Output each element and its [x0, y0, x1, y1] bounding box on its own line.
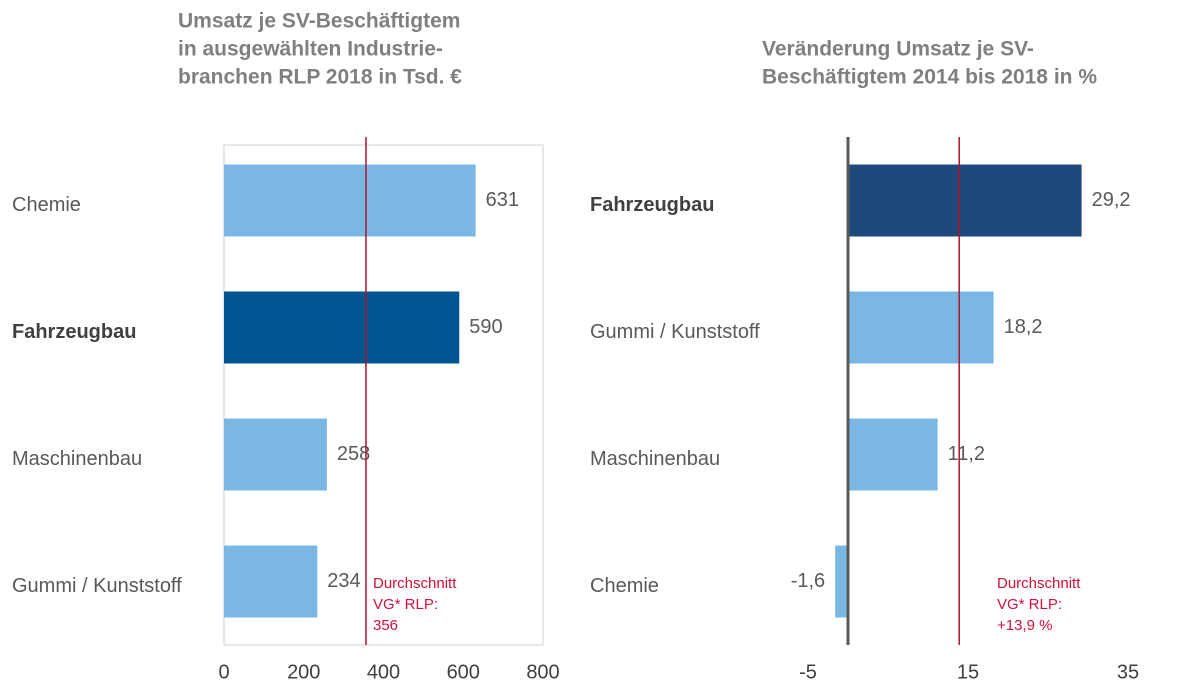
x-tick-label: 600	[447, 661, 480, 683]
bar	[224, 545, 318, 618]
bar	[848, 291, 994, 364]
bar	[835, 545, 848, 618]
value-label: 11,2	[948, 443, 985, 465]
value-label: 258	[337, 443, 370, 465]
category-label: Maschinenbau	[12, 448, 142, 470]
plot-frame	[223, 144, 544, 646]
value-label: 234	[327, 570, 360, 592]
reference-label: +13,9 %	[997, 617, 1052, 634]
x-tick-label: 200	[287, 661, 320, 683]
value-label: 29,2	[1092, 189, 1131, 211]
reference-label: Durchschnitt	[373, 575, 457, 592]
category-label: Fahrzeugbau	[590, 194, 714, 216]
bar	[224, 164, 476, 237]
bar	[224, 291, 460, 364]
value-label: 631	[486, 189, 519, 211]
x-tick-label: 400	[367, 661, 400, 683]
bar	[224, 418, 327, 491]
category-label: Maschinenbau	[590, 448, 720, 470]
reference-label: 356	[373, 617, 398, 634]
chart-title: Umsatz je SV-Beschäftigtem	[178, 10, 460, 33]
chart-title: branchen RLP 2018 in Tsd. €	[178, 66, 462, 89]
value-label: 590	[469, 316, 502, 338]
reference-label: VG* RLP:	[997, 596, 1062, 613]
chart-title: Beschäftigtem 2014 bis 2018 in %	[762, 66, 1097, 89]
bar	[848, 164, 1082, 237]
x-tick-label: 800	[526, 661, 559, 683]
x-tick-label: 15	[957, 661, 979, 683]
reference-label: VG* RLP:	[373, 596, 438, 613]
bar	[848, 418, 938, 491]
value-label: 18,2	[1004, 316, 1043, 338]
x-tick-label: 35	[1117, 661, 1139, 683]
chart-title: Veränderung Umsatz je SV-	[762, 38, 1034, 61]
x-tick-label: 0	[218, 661, 229, 683]
category-label: Gummi / Kunststoff	[590, 321, 760, 343]
chart-title: in ausgewählten Industrie-	[178, 38, 443, 61]
value-label: -1,6	[791, 570, 825, 592]
category-label: Chemie	[590, 575, 659, 597]
x-tick-label: -5	[799, 661, 817, 683]
category-label: Gummi / Kunststoff	[12, 575, 182, 597]
category-label: Fahrzeugbau	[12, 321, 136, 343]
category-label: Chemie	[12, 194, 81, 216]
reference-label: Durchschnitt	[997, 575, 1081, 592]
